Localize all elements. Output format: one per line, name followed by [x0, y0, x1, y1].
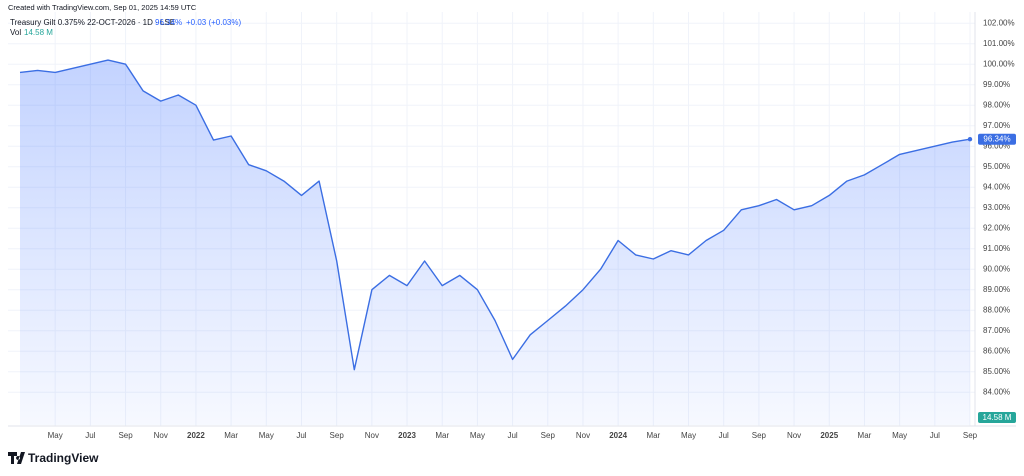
- x-tick-label: Sep: [541, 431, 556, 440]
- x-tick-label: Mar: [224, 431, 238, 440]
- x-tick-label: Mar: [858, 431, 872, 440]
- x-tick-label: Nov: [365, 431, 379, 440]
- x-tick-label: 2023: [398, 431, 416, 440]
- y-tick-label: 88.00%: [983, 305, 1010, 314]
- y-tick-label: 99.00%: [983, 80, 1010, 89]
- x-tick-label: Nov: [576, 431, 590, 440]
- x-tick-label: 2022: [187, 431, 205, 440]
- vol-tag: [978, 412, 1016, 423]
- y-tick-label: 96.00%: [983, 141, 1010, 150]
- x-tick-label: Mar: [646, 431, 660, 440]
- x-tick-label: Sep: [963, 431, 978, 440]
- x-tick-label: May: [681, 431, 696, 440]
- x-tick-label: Sep: [118, 431, 133, 440]
- vol-label: Vol: [10, 28, 21, 37]
- symbol: Treasury Gilt 0.375% 22-OCT-2026 · 1D · …: [10, 18, 175, 27]
- y-tick-label: 101.00%: [983, 39, 1015, 48]
- y-tick-label: 95.00%: [983, 162, 1010, 171]
- y-tick-label: 84.00%: [983, 387, 1010, 396]
- header-price: 96.34%: [155, 18, 182, 27]
- vol-value: 14.58 M: [24, 28, 53, 37]
- y-tick-label: 94.00%: [983, 182, 1010, 191]
- x-tick-label: 2025: [820, 431, 838, 440]
- y-tick-label: 89.00%: [983, 285, 1010, 294]
- x-tick-label: Sep: [330, 431, 345, 440]
- price-line: [19, 59, 971, 371]
- header-change: +0.03 (+0.03%): [186, 18, 241, 27]
- y-tick-label: 100.00%: [983, 59, 1015, 68]
- x-tick-label: Mar: [435, 431, 449, 440]
- x-tick-label: May: [892, 431, 907, 440]
- x-tick-label: 2024: [609, 431, 627, 440]
- price-tag: [978, 133, 1016, 145]
- vol-tag-label: 14.58 M: [983, 413, 1012, 422]
- y-tick-label: 91.00%: [983, 244, 1010, 253]
- x-tick-label: Jul: [507, 431, 517, 440]
- logo: TradingView: [8, 451, 99, 465]
- last-point: [967, 137, 973, 142]
- y-tick-label: 87.00%: [983, 326, 1010, 335]
- y-tick-label: 98.00%: [983, 100, 1010, 109]
- y-tick-label: 93.00%: [983, 203, 1010, 212]
- credit: Created with TradingView.com, Sep 01, 20…: [8, 3, 197, 12]
- x-tick-label: Jul: [85, 431, 95, 440]
- area-fill: [20, 60, 970, 425]
- logo-text: TradingView: [28, 451, 99, 465]
- y-tick-label: 85.00%: [983, 367, 1010, 376]
- y-tick-label: 86.00%: [983, 346, 1010, 355]
- y-tick-label: 97.00%: [983, 121, 1010, 130]
- y-tick-label: 102.00%: [983, 18, 1015, 27]
- y-tick-label: 92.00%: [983, 223, 1010, 232]
- x-tick-label: Nov: [787, 431, 801, 440]
- x-tick-label: May: [259, 431, 274, 440]
- x-tick-label: May: [48, 431, 63, 440]
- y-tick-label: 90.00%: [983, 264, 1010, 273]
- x-tick-label: May: [470, 431, 485, 440]
- x-tick-label: Nov: [154, 431, 168, 440]
- x-tick-label: Jul: [296, 431, 306, 440]
- price-tag-label: 96.34%: [983, 134, 1010, 143]
- x-tick-label: Sep: [752, 431, 767, 440]
- x-tick-label: Jul: [930, 431, 940, 440]
- x-tick-label: Jul: [719, 431, 729, 440]
